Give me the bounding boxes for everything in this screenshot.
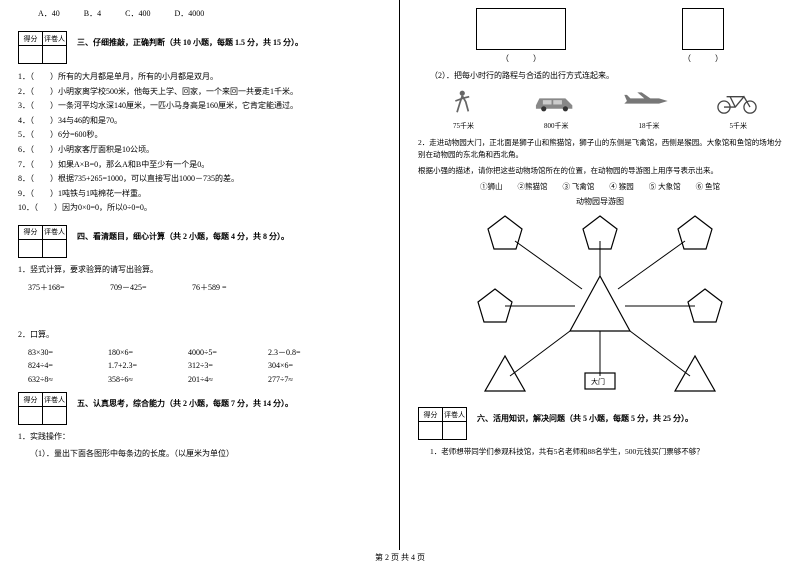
calc-item: 709－425= <box>110 281 190 295</box>
calc-item: 201÷4≈ <box>188 373 268 387</box>
section-3-title: 三、仔细推敲，正确判断（共 10 小题，每题 1.5 分，共 15 分）。 <box>77 37 303 48</box>
vehicle-row <box>418 87 782 115</box>
calc-item: 2.3－0.8= <box>268 346 348 360</box>
calc-item: 277÷7≈ <box>268 373 348 387</box>
legend: ①狮山 ②熊猫馆 ③ 飞禽馆 ④ 猴园 ⑤ 大象馆 ⑥ 鱼馆 <box>418 181 782 192</box>
bike-icon <box>702 87 772 115</box>
calc-item: 1.7+2.3= <box>108 359 188 373</box>
dist-item: 800千米 <box>544 121 569 131</box>
calc-item: 824÷4= <box>28 359 108 373</box>
q4-2-rows: 83×30=180×6=4000÷5=2.3－0.8= 824÷4=1.7+2.… <box>28 346 381 387</box>
paren-label: （ ） <box>682 53 724 64</box>
score-table: 得分评卷人 <box>18 31 67 64</box>
q5-1-head: 1．实践操作： <box>18 431 381 442</box>
car-icon <box>520 87 590 115</box>
q4-1-head: 1．竖式计算，要求验算的请写出验算。 <box>18 264 381 275</box>
q3-item: 5．（ ）6分=600秒。 <box>18 128 381 142</box>
score-box-5: 得分评卷人 五、认真思考，综合能力（共 2 小题，每题 7 分，共 14 分）。 <box>18 392 381 425</box>
q4-2-head: 2．口算。 <box>18 329 381 340</box>
grader-label: 评卷人 <box>43 225 67 239</box>
q3-item: 1．（ ）所有的大月都是单月，所有的小月都是双月。 <box>18 70 381 84</box>
calc-item: 358÷6≈ <box>108 373 188 387</box>
choice-row: A．40 B．4 C．400 D．4000 <box>18 8 381 19</box>
choice-a: A．40 <box>38 9 60 18</box>
walk-icon <box>429 87 499 115</box>
square-shape <box>682 8 724 50</box>
rectangle-shape <box>476 8 566 50</box>
q5-1-2: （2）．把每小时行的路程与合适的出行方式连起来。 <box>418 70 782 81</box>
calc-item: 76＋589 = <box>192 281 272 295</box>
q3-item: 9．（ ）1吨铁与1吨棉花一样重。 <box>18 187 381 201</box>
section-4-title: 四、看清题目，细心计算（共 2 小题，每题 4 分，共 8 分）。 <box>77 231 289 242</box>
calc-item: 83×30= <box>28 346 108 360</box>
grader-label: 评卷人 <box>43 393 67 407</box>
score-box-3: 得分评卷人 三、仔细推敲，正确判断（共 10 小题，每题 1.5 分，共 15 … <box>18 31 381 64</box>
choice-b: B．4 <box>84 9 101 18</box>
calc-item: 4000÷5= <box>188 346 268 360</box>
q3-item: 4．（ ）34与46的和是70。 <box>18 114 381 128</box>
q3-item: 7．（ ）如果A×B=0，那么A和B中至少有一个是0。 <box>18 158 381 172</box>
gate-label: 大门 <box>588 376 608 388</box>
score-box-4: 得分评卷人 四、看清题目，细心计算（共 2 小题，每题 4 分，共 8 分）。 <box>18 225 381 258</box>
calc-item: 304×6= <box>268 359 348 373</box>
calc-item: 312÷3= <box>188 359 268 373</box>
q3-item: 6．（ ）小明家客厅面积是10公顷。 <box>18 143 381 157</box>
q5-2a: 2．走进动物园大门，正北面是狮子山和熊猫馆，狮子山的东侧是飞禽馆，西侧是猴园。大… <box>418 137 782 161</box>
calc-item: 632÷8≈ <box>28 373 108 387</box>
dist-item: 75千米 <box>453 121 474 131</box>
q6-1: 1．老师想带同学们参观科技馆，共有5名老师和88名学生，500元钱买门票够不够？ <box>418 446 782 458</box>
score-box-6: 得分评卷人 六、活用知识，解决问题（共 5 小题，每题 5 分，共 25 分）。 <box>418 407 782 440</box>
section-5-title: 五、认真思考，综合能力（共 2 小题，每题 7 分，共 14 分）。 <box>77 398 293 409</box>
q4-1-row: 375＋168= 709－425= 76＋589 = <box>28 281 381 295</box>
q3-item: 10．（ ）因为0×0=0，所以0÷0=0。 <box>18 201 381 215</box>
calc-item: 180×6= <box>108 346 188 360</box>
zoo-map: 大门 <box>460 211 740 401</box>
grader-label: 评卷人 <box>443 408 467 422</box>
q3-list: 1．（ ）所有的大月都是单月，所有的小月都是双月。 2．（ ）小明家离学校500… <box>18 70 381 215</box>
dist-item: 18千米 <box>639 121 660 131</box>
q5-1-1: （1）．量出下面各图形中每条边的长度。（以厘米为单位） <box>18 448 381 459</box>
section-6-title: 六、活用知识，解决问题（共 5 小题，每题 5 分，共 25 分）。 <box>477 413 693 424</box>
choice-d: D．4000 <box>174 9 204 18</box>
score-label: 得分 <box>19 32 43 46</box>
calc-item: 375＋168= <box>28 281 108 295</box>
page-footer: 第 2 页 共 4 页 <box>0 552 800 563</box>
paren-label: （ ） <box>476 53 566 64</box>
plane-icon <box>611 87 681 115</box>
score-label: 得分 <box>19 393 43 407</box>
q3-item: 2．（ ）小明家离学校500米，他每天上学、回家，一个来回一共要走1千米。 <box>18 85 381 99</box>
q5-2b: 根据小强的描述，请你把这些动物场馆所在的位置，在动物园的导游图上用序号表示出来。 <box>418 165 782 177</box>
measure-shapes: （ ） （ ） <box>418 8 782 64</box>
grader-label: 评卷人 <box>43 32 67 46</box>
distance-row: 75千米 800千米 18千米 5千米 <box>418 121 782 131</box>
score-label: 得分 <box>19 225 43 239</box>
score-label: 得分 <box>419 408 443 422</box>
dist-item: 5千米 <box>730 121 748 131</box>
map-title: 动物园导游图 <box>418 196 782 207</box>
q3-item: 3．（ ）一条河平均水深140厘米，一匹小马身高是160厘米，它肯定能通过。 <box>18 99 381 113</box>
choice-c: C．400 <box>125 9 150 18</box>
q3-item: 8．（ ）根据735+265=1000，可以直接写出1000－735的差。 <box>18 172 381 186</box>
